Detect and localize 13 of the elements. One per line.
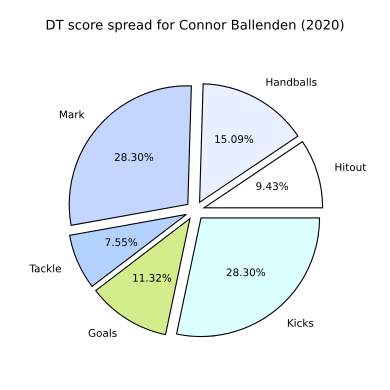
slice-label: Tackle [29,264,61,272]
slice-label: Mark [60,110,85,118]
slice-label: Handballs [266,78,317,86]
slice-label: Goals [88,328,117,337]
data-label: 7.55% [106,238,138,246]
data-label: 28.30% [114,153,154,161]
data-label: 15.09% [215,135,254,144]
slice-label: Hitout [335,162,366,172]
chart-title: DT score spread for Connor Ballenden (2020) [46,20,344,32]
data-label: 9.43% [256,182,288,190]
data-label: 11.32% [133,274,172,282]
slice-label: Kicks [288,318,314,327]
data-label: 28.30% [226,268,266,276]
